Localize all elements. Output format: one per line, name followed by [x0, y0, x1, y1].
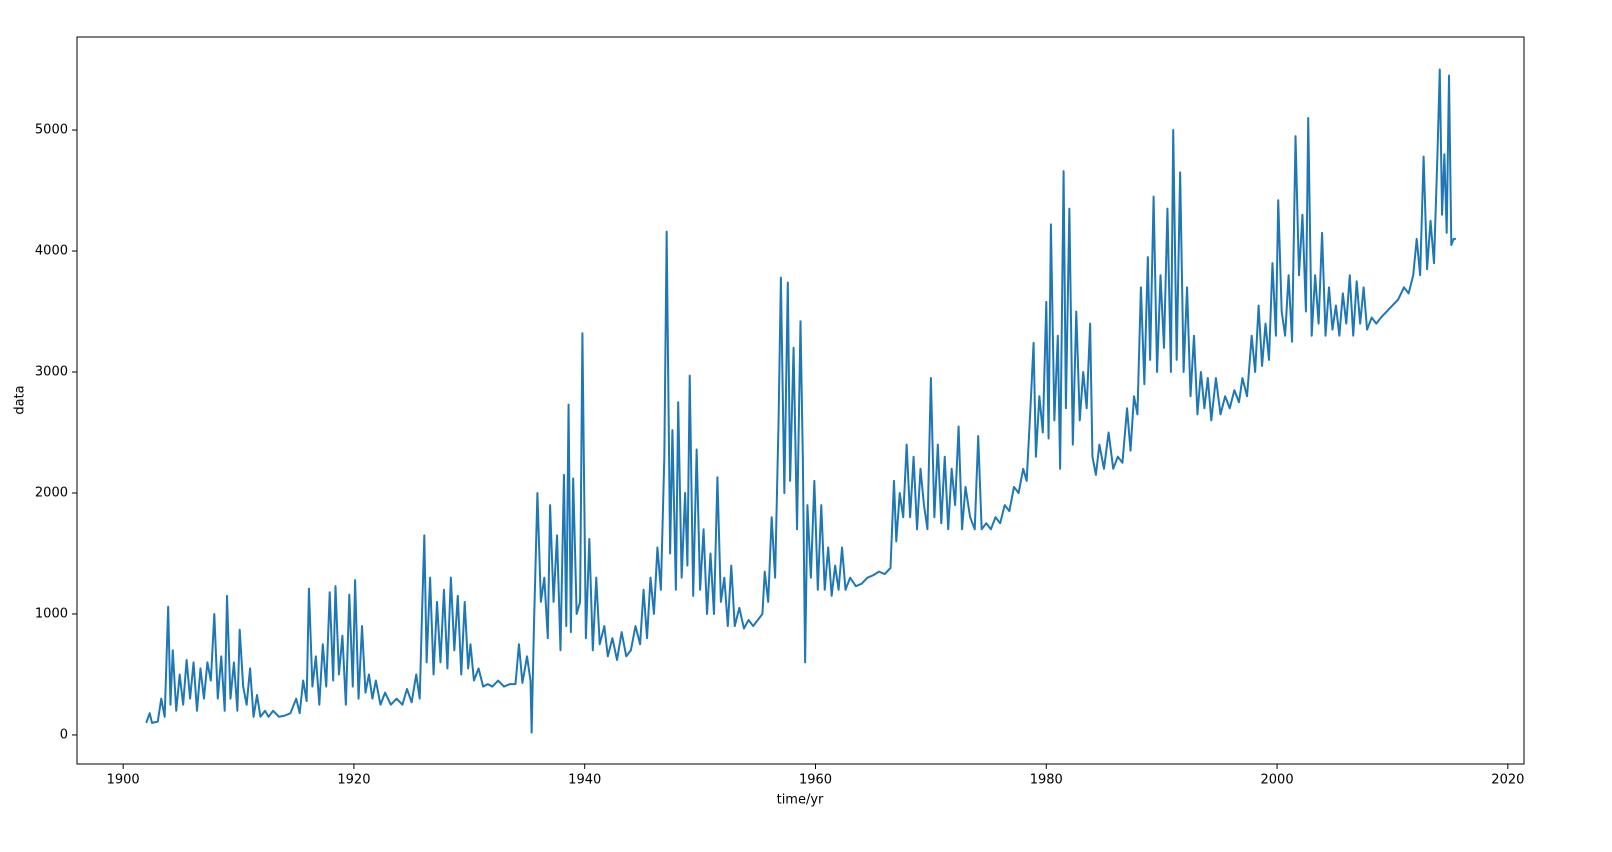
x-tick-label: 1960: [799, 773, 832, 788]
x-tick-label: 1920: [337, 773, 370, 788]
data-line: [145, 68, 1456, 734]
y-tick-label: 1000: [35, 606, 68, 621]
x-tick-label: 2020: [1491, 773, 1524, 788]
plot-frame: [76, 36, 1525, 765]
y-tick-label: 4000: [35, 244, 68, 259]
x-axis-label: time/yr: [777, 793, 824, 808]
x-tick-label: 1980: [1030, 773, 1063, 788]
y-tick-label: 5000: [35, 123, 68, 138]
x-tick-label: 2000: [1261, 773, 1294, 788]
y-tick-label: 2000: [35, 485, 68, 500]
y-axis-label: data: [13, 385, 28, 414]
x-tick-label: 1940: [568, 773, 601, 788]
y-tick-label: 0: [60, 727, 68, 742]
x-tick-label: 1900: [107, 773, 140, 788]
y-tick-label: 3000: [35, 365, 68, 380]
